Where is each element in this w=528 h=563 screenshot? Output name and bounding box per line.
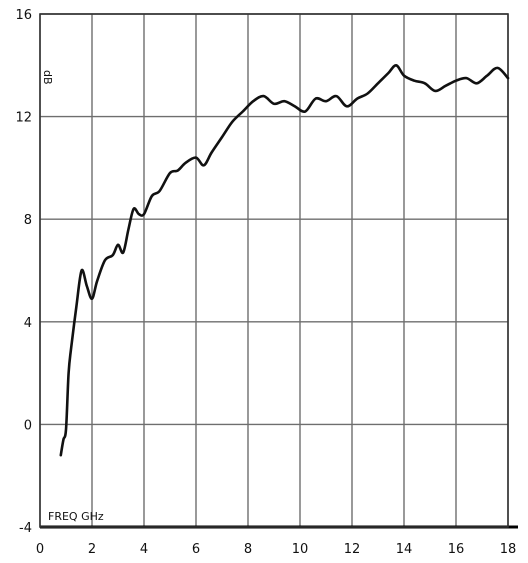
y-axis-label: dB (41, 70, 54, 85)
y-tick-label: 4 (24, 316, 32, 331)
x-tick-label: 14 (396, 542, 413, 557)
x-tick-label: 4 (140, 542, 148, 557)
y-tick-labels: 16 12 8 4 0 -4 (15, 8, 32, 536)
x-axis-label: FREQ GHz (48, 510, 104, 523)
x-tick-label: 6 (192, 542, 200, 557)
x-tick-label: 8 (244, 542, 252, 557)
x-tick-label: 12 (344, 542, 361, 557)
y-tick-label: 8 (24, 213, 32, 228)
x-tick-label: 2 (88, 542, 96, 557)
y-tick-label: -4 (19, 521, 32, 536)
grid (39, 13, 518, 529)
y-tick-label: 16 (15, 8, 32, 23)
y-tick-label: 0 (24, 418, 32, 433)
x-tick-label: 18 (500, 542, 517, 557)
x-tick-label: 0 (36, 542, 44, 557)
series-line (59, 64, 510, 457)
plot-frame (39, 13, 509, 528)
x-tick-labels: 0 2 4 6 8 10 12 14 16 18 (36, 542, 516, 557)
x-tick-label: 16 (448, 542, 465, 557)
x-tick-label: 10 (292, 542, 309, 557)
y-tick-label: 12 (15, 111, 32, 126)
